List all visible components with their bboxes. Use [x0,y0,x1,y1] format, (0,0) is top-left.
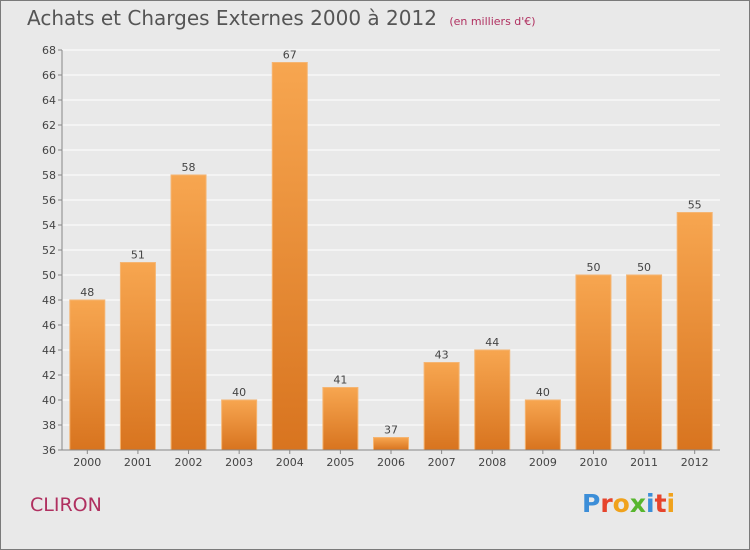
x-tick-label: 2003 [225,456,253,469]
y-tick-label: 42 [42,369,56,382]
bar [474,349,511,451]
data-label: 40 [536,386,550,399]
x-tick-label: 2001 [124,456,152,469]
bar [373,437,409,451]
logo-letter: i [646,489,655,518]
data-label: 48 [80,286,94,299]
chart-title: Achats et Charges Externes 2000 à 2012 [27,6,437,30]
bar [69,299,106,451]
y-tick-label: 62 [42,119,56,132]
x-tick-label: 2008 [478,456,506,469]
y-tick-label: 48 [42,294,56,307]
bar [575,274,612,451]
x-tick-label: 2010 [579,456,607,469]
x-tick-label: 2002 [175,456,203,469]
y-tick-label: 46 [42,319,56,332]
proxiti-logo: Proxiti [582,489,675,518]
bar [119,262,156,451]
data-label: 37 [384,424,398,437]
data-labels: 48 51 58 40 67 41 37 43 44 40 50 50 55 [80,49,701,437]
x-tick-label: 2009 [529,456,557,469]
bar [322,387,359,451]
data-label: 51 [131,249,145,262]
commune-name: CLIRON [30,494,102,516]
x-axis: 2000 2001 2002 2003 2004 2005 2006 2007 2008 2009… [62,449,720,469]
x-tick-label: 2005 [326,456,354,469]
data-label: 44 [485,336,499,349]
data-label: 50 [586,261,600,274]
x-tick-label: 2007 [428,456,456,469]
y-tick-label: 44 [42,344,56,357]
bars [69,62,713,451]
y-tick-label: 66 [42,69,56,82]
x-tick-label: 2012 [681,456,709,469]
y-tick-label: 52 [42,244,56,257]
y-tick-label: 60 [42,144,56,157]
bar [423,362,460,451]
bar [170,174,207,451]
data-label: 41 [333,374,347,387]
logo-letter: P [582,489,601,518]
bar [221,399,258,451]
y-tick-label: 38 [42,419,56,432]
logo-letter: i [666,489,676,518]
data-label: 43 [435,349,449,362]
logo-letter: x [629,489,646,518]
bar [626,274,663,451]
gridlines [62,49,720,451]
y-tick-label: 36 [42,444,56,457]
bar [271,62,308,451]
logo-letter: o [612,489,630,518]
chart-subtitle: (en milliers d'€) [449,15,536,28]
y-axis: 36 38 40 42 44 46 48 50 52 54 56 58 60 62 64 66 68 [42,44,63,457]
bar [524,399,561,451]
data-label: 55 [688,199,702,212]
logo-letter: t [654,489,667,518]
x-tick-label: 2006 [377,456,405,469]
y-tick-label: 58 [42,169,56,182]
y-tick-label: 40 [42,394,56,407]
data-label: 58 [182,161,196,174]
x-tick-label: 2000 [73,456,101,469]
y-tick-label: 56 [42,194,56,207]
data-label: 40 [232,386,246,399]
logo-letter: r [600,489,613,518]
x-tick-label: 2004 [276,456,304,469]
y-tick-label: 54 [42,219,56,232]
data-label: 50 [637,261,651,274]
y-tick-label: 50 [42,269,56,282]
data-label: 67 [283,49,297,62]
x-tick-label: 2011 [630,456,658,469]
chart-title-block: Achats et Charges Externes 2000 à 2012 (… [27,6,536,30]
y-tick-label: 68 [42,44,56,57]
bar [676,212,713,451]
y-tick-label: 64 [42,94,56,107]
